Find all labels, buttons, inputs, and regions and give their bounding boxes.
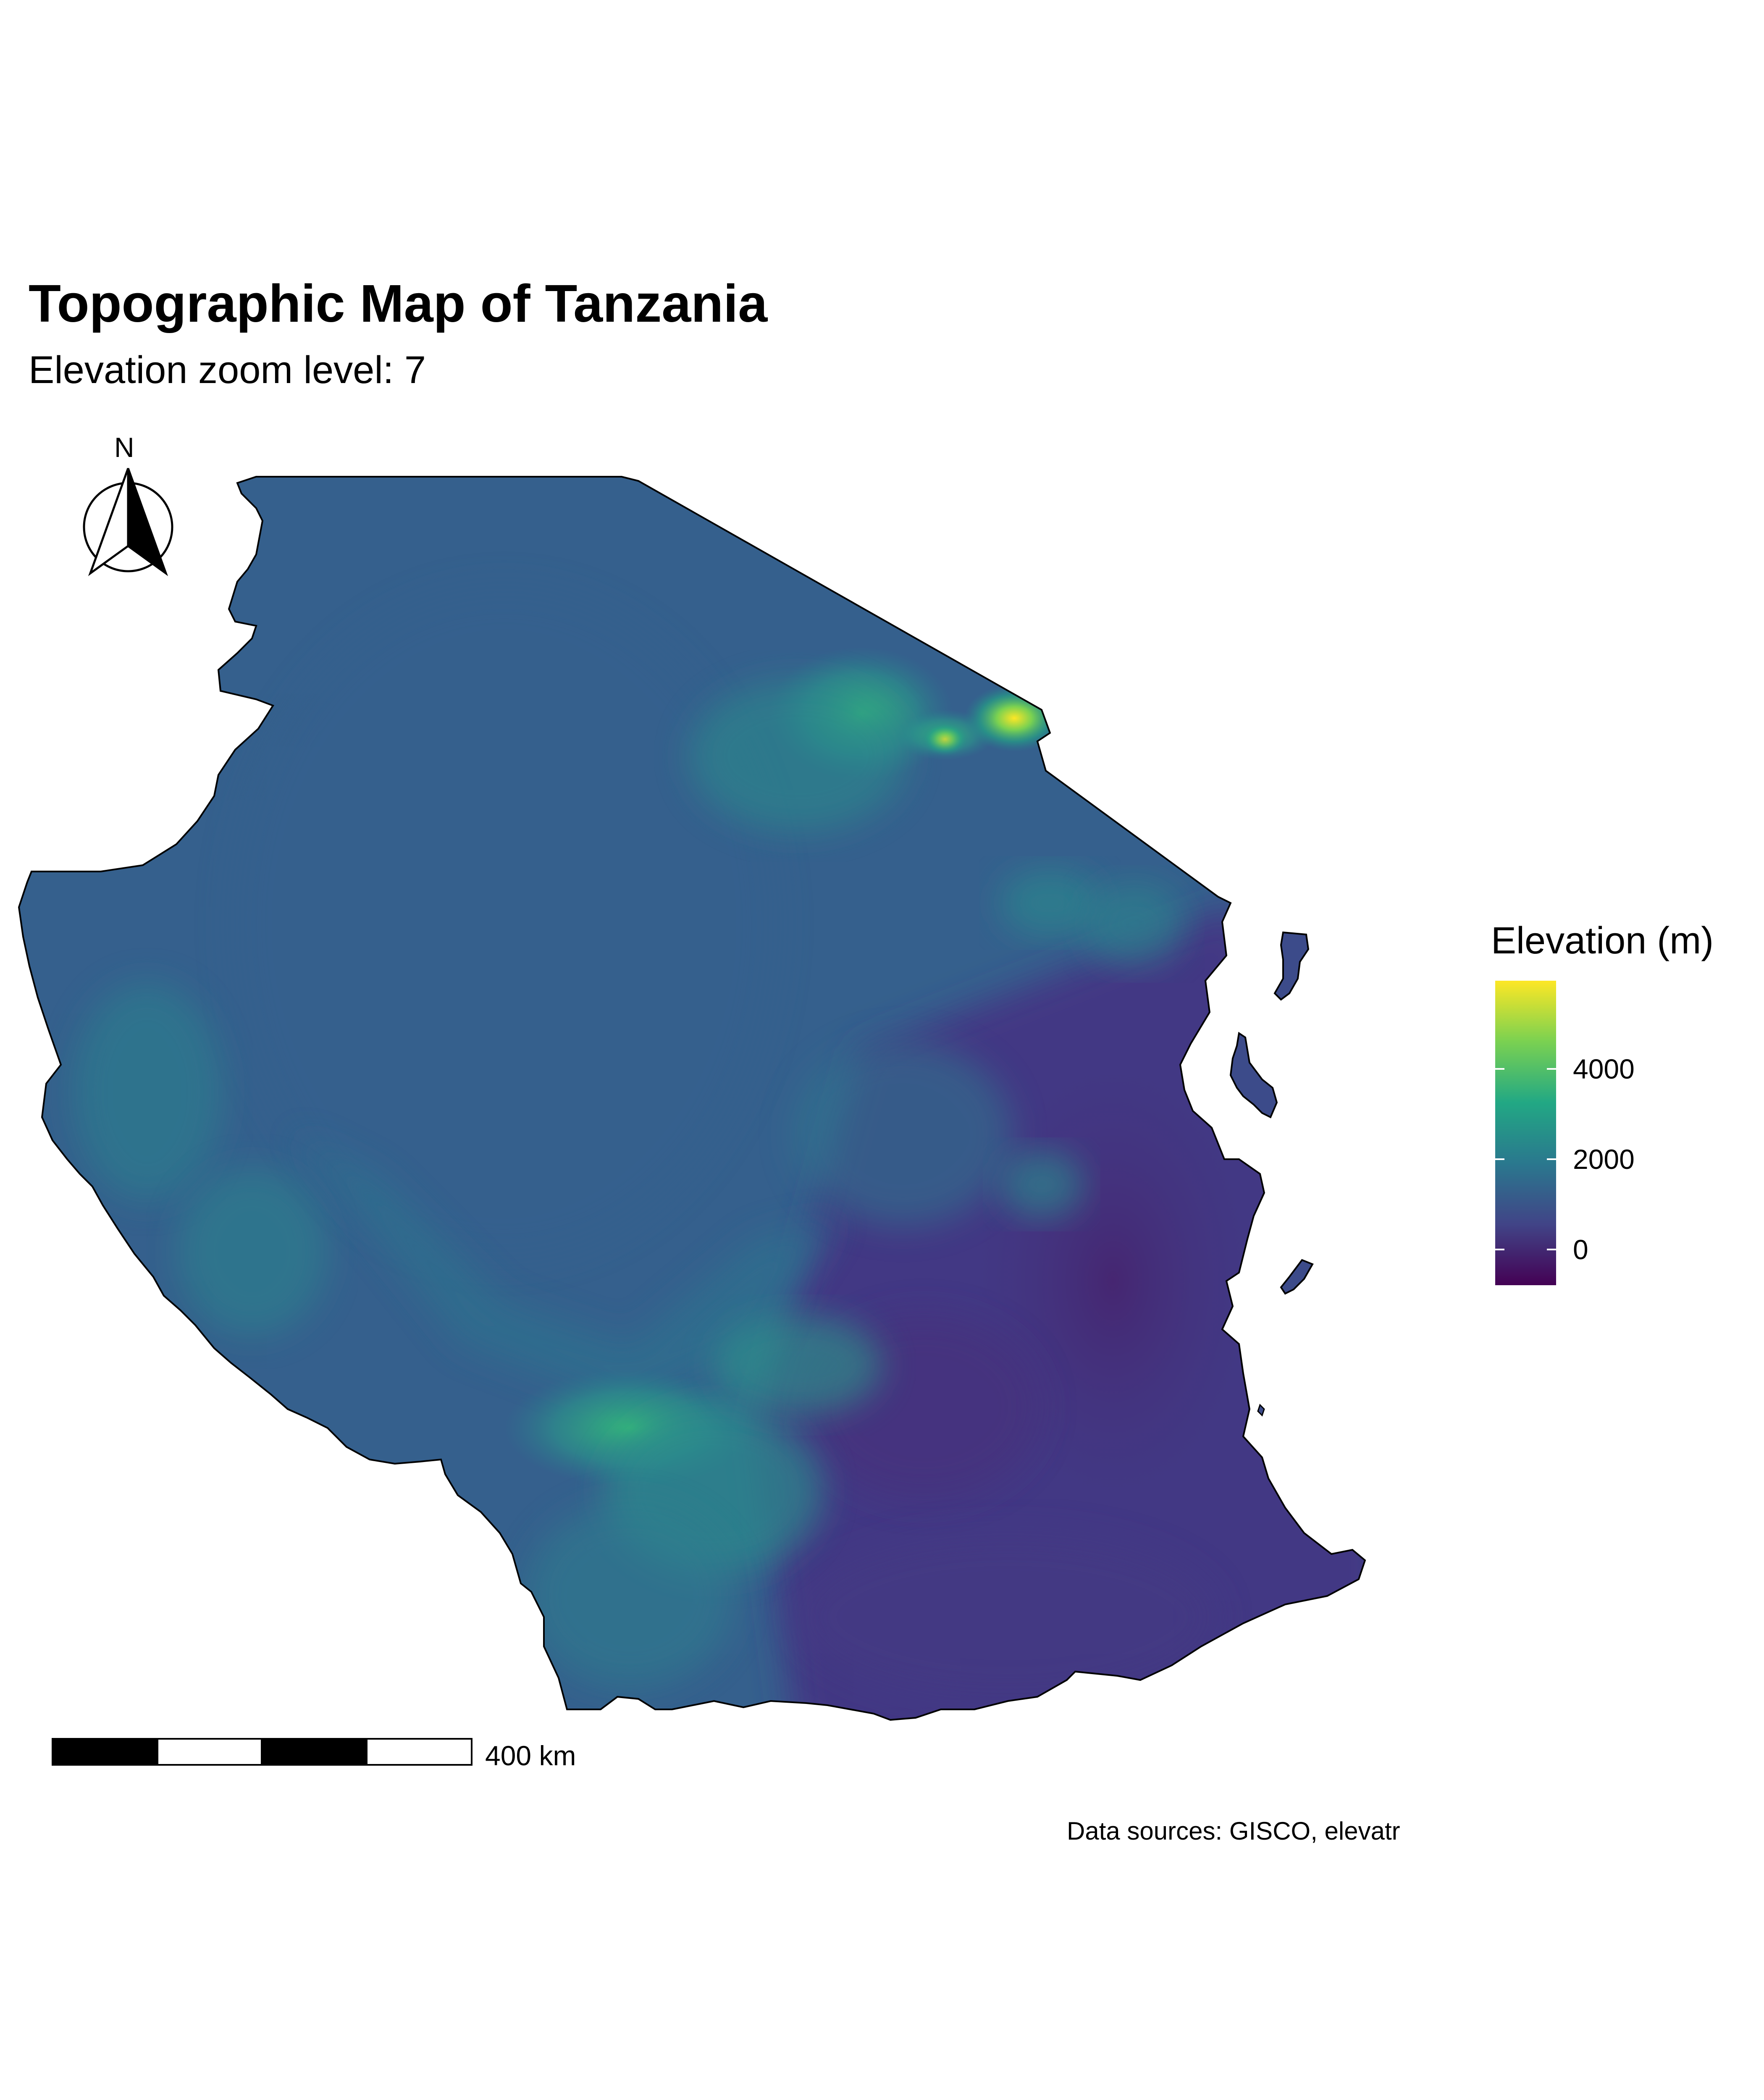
legend-colorbar bbox=[1495, 981, 1556, 1285]
legend-title: Elevation (m) bbox=[1491, 920, 1714, 962]
island-pemba bbox=[1273, 931, 1310, 1001]
scale-bar-label: 400 km bbox=[485, 1740, 576, 1771]
island-small bbox=[1257, 1404, 1265, 1417]
legend-tick-label: 2000 bbox=[1573, 1144, 1635, 1175]
island-zanzibar bbox=[1229, 1032, 1278, 1118]
legend-tick-label: 0 bbox=[1573, 1234, 1588, 1265]
map-subtitle: Elevation zoom level: 7 bbox=[29, 349, 426, 391]
north-arrow-label: N bbox=[114, 432, 134, 463]
country-tanzania bbox=[18, 476, 1366, 1721]
map-title: Topographic Map of Tanzania bbox=[29, 274, 768, 333]
map-caption: Data sources: GISCO, elevatr bbox=[1067, 1817, 1400, 1845]
north-arrow-icon bbox=[83, 468, 173, 576]
island-mafia bbox=[1280, 1259, 1314, 1295]
legend-tick-label: 4000 bbox=[1573, 1053, 1635, 1084]
scale-bar bbox=[52, 1738, 472, 1766]
